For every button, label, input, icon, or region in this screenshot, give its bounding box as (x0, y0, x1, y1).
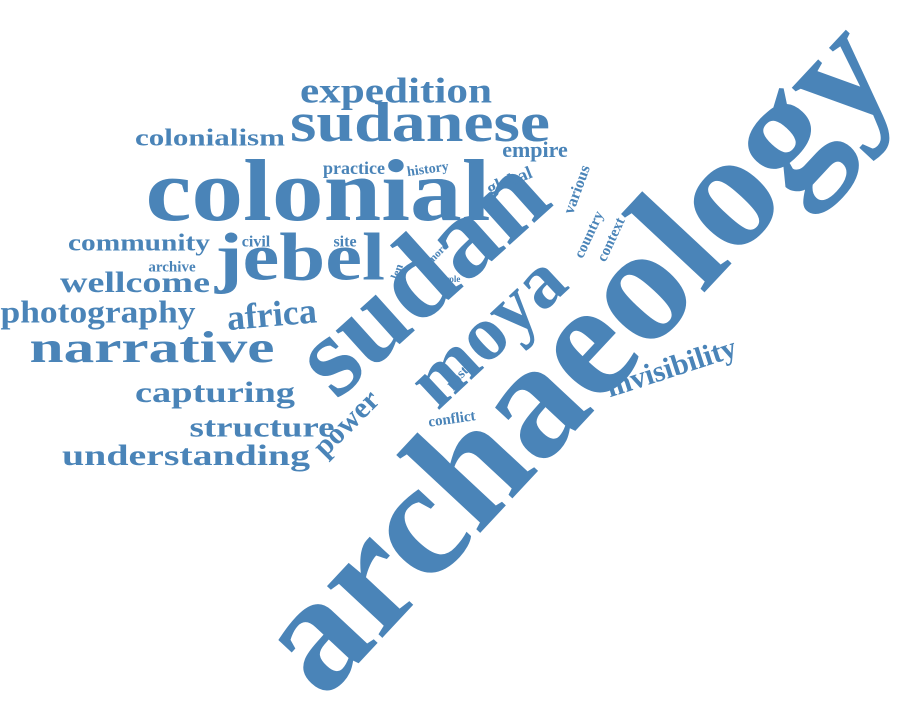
word: understanding (62, 439, 310, 472)
word: sudanese (290, 92, 550, 154)
word: community (68, 231, 210, 257)
word: empire (502, 137, 568, 162)
word: site (333, 234, 356, 251)
word: africa (225, 290, 318, 338)
word: jebel (214, 219, 385, 295)
word: archive (148, 259, 196, 275)
word: colonial (146, 143, 491, 240)
word: structure (190, 412, 335, 443)
word: len (388, 262, 407, 282)
word: practice (323, 158, 385, 178)
word: wellcome (60, 266, 210, 299)
word: capturing (135, 376, 295, 409)
word: photography (1, 293, 196, 329)
word: civil (242, 234, 271, 251)
word: narrative (30, 323, 275, 372)
word: role (446, 274, 461, 284)
word: expedition (300, 70, 492, 110)
word: conflict (427, 408, 476, 430)
word: history (406, 159, 450, 180)
word: colonialism (135, 126, 285, 152)
